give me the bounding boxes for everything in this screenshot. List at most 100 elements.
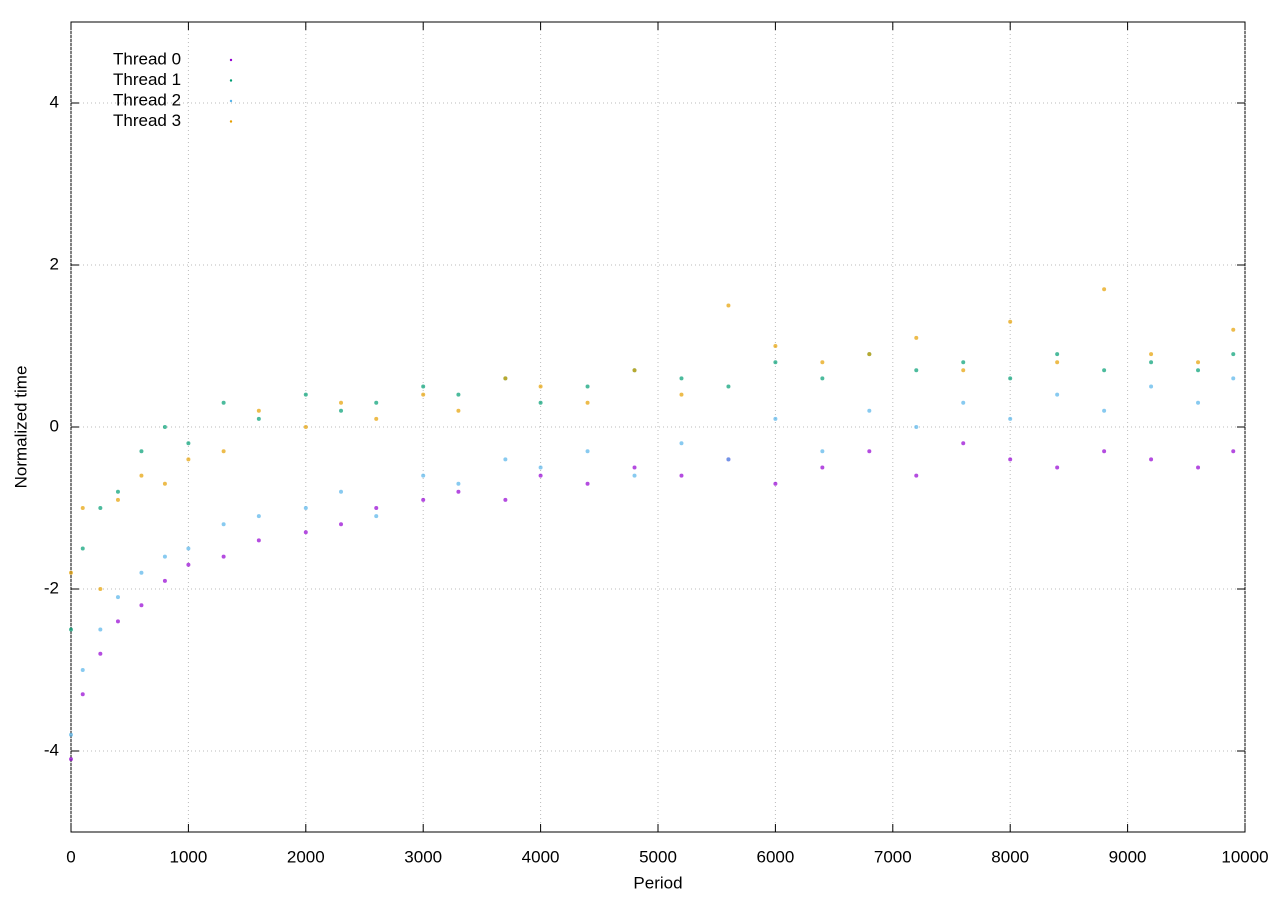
data-point — [1008, 319, 1013, 324]
data-point — [80, 692, 85, 697]
data-point — [1231, 327, 1236, 332]
x-tick-label: 8000 — [991, 847, 1029, 866]
data-point — [80, 506, 85, 510]
x-tick-label: 5000 — [639, 847, 677, 866]
data-point — [186, 546, 191, 551]
data-point — [1231, 376, 1236, 381]
legend-label: Thread 1 — [113, 70, 181, 89]
data-point — [80, 668, 85, 672]
data-point — [538, 400, 543, 405]
legend-marker — [229, 120, 233, 123]
data-point — [303, 506, 308, 510]
data-point — [632, 368, 637, 373]
data-point — [914, 473, 919, 478]
data-point — [679, 441, 684, 446]
data-point — [538, 384, 543, 389]
data-point — [1149, 457, 1154, 462]
x-tick-label: 1000 — [169, 847, 207, 866]
data-point — [867, 352, 872, 357]
legend-marker — [229, 79, 233, 82]
data-point — [820, 376, 825, 381]
data-point — [1055, 465, 1060, 470]
data-point — [98, 506, 103, 510]
data-point — [679, 376, 684, 381]
legend-label: Thread 2 — [113, 90, 181, 109]
data-point — [162, 554, 167, 559]
data-point — [339, 522, 344, 527]
y-tick-label: -4 — [44, 740, 59, 759]
y-tick-label: -2 — [44, 578, 59, 597]
data-point — [1008, 416, 1013, 421]
x-tick-label: 10000 — [1221, 847, 1268, 866]
data-point — [679, 392, 684, 397]
data-point — [585, 384, 590, 389]
data-point — [303, 392, 308, 397]
data-point — [1102, 368, 1107, 373]
x-tick-label: 4000 — [522, 847, 560, 866]
data-point — [162, 578, 167, 583]
data-point — [773, 416, 778, 421]
data-point — [221, 554, 226, 559]
data-point — [503, 497, 508, 502]
data-point — [115, 489, 120, 494]
data-point — [1196, 360, 1201, 365]
data-point — [139, 473, 144, 478]
data-point — [820, 465, 825, 470]
data-point — [1149, 352, 1154, 357]
legend-label: Thread 3 — [113, 111, 181, 130]
data-point — [914, 425, 919, 429]
data-point — [1231, 449, 1236, 454]
data-point — [820, 449, 825, 454]
data-point — [303, 530, 308, 535]
data-point — [726, 457, 731, 462]
x-tick-label: 6000 — [756, 847, 794, 866]
data-point — [726, 384, 731, 389]
x-tick-label: 9000 — [1109, 847, 1147, 866]
data-point — [80, 546, 85, 551]
data-point — [186, 441, 191, 446]
data-point — [867, 449, 872, 454]
data-point — [503, 457, 508, 462]
data-point — [538, 465, 543, 470]
data-point — [538, 473, 543, 478]
data-point — [115, 619, 120, 624]
data-point — [585, 449, 590, 454]
data-point — [1102, 408, 1107, 413]
data-point — [632, 473, 637, 478]
legend-marker — [229, 58, 233, 62]
legend-label: Thread 0 — [113, 49, 181, 68]
data-point — [961, 441, 966, 446]
data-point — [456, 408, 461, 413]
data-point — [961, 368, 966, 373]
data-point — [679, 473, 684, 478]
y-axis-label: Normalized time — [11, 366, 30, 489]
data-point — [961, 400, 966, 405]
x-tick-label: 2000 — [287, 847, 325, 866]
data-point — [820, 360, 825, 365]
data-point — [1055, 392, 1060, 397]
data-point — [421, 497, 426, 502]
data-point — [585, 481, 590, 486]
data-point — [98, 627, 103, 632]
data-point — [339, 400, 344, 405]
data-point — [139, 449, 144, 454]
data-point — [69, 757, 73, 762]
data-point — [773, 360, 778, 365]
data-point — [256, 408, 261, 413]
data-point — [374, 416, 379, 421]
data-point — [98, 587, 103, 591]
y-tick-label: 2 — [50, 254, 59, 273]
data-point — [1231, 352, 1236, 357]
data-point — [69, 732, 73, 737]
x-tick-label: 3000 — [404, 847, 442, 866]
data-point — [456, 489, 461, 494]
data-point — [139, 570, 144, 575]
data-point — [162, 481, 167, 486]
data-point — [1102, 449, 1107, 454]
data-point — [1196, 465, 1201, 470]
data-point — [221, 400, 226, 405]
data-point — [1149, 384, 1154, 389]
data-point — [726, 303, 731, 308]
data-point — [339, 408, 344, 413]
